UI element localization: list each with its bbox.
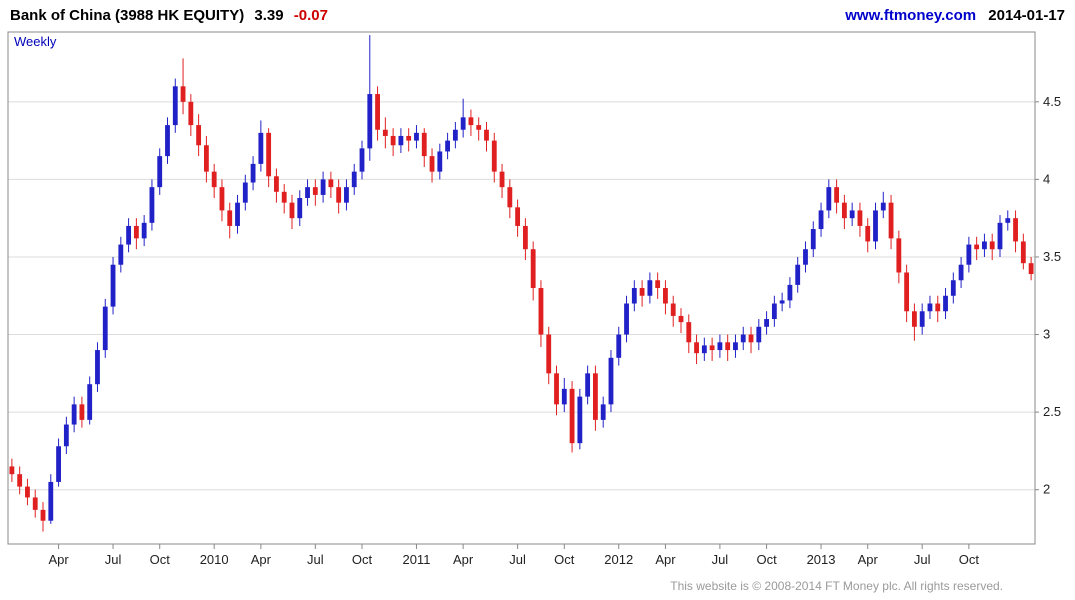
svg-text:2012: 2012 bbox=[604, 552, 633, 567]
svg-text:2011: 2011 bbox=[402, 552, 430, 567]
chart-date: 2014-01-17 bbox=[988, 6, 1065, 24]
svg-text:Apr: Apr bbox=[251, 552, 272, 567]
frequency-label: Weekly bbox=[14, 34, 57, 49]
last-price: 3.39 bbox=[254, 6, 284, 24]
svg-text:4: 4 bbox=[1043, 171, 1050, 186]
svg-text:Jul: Jul bbox=[914, 552, 931, 567]
svg-text:Jul: Jul bbox=[307, 552, 324, 567]
copyright-bar: This website is © 2008-2014 FT Money plc… bbox=[0, 575, 1075, 600]
chart-header: Bank of China (3988 HK EQUITY) 3.39 -0.0… bbox=[0, 0, 1075, 30]
price-change: -0.07 bbox=[293, 6, 328, 24]
svg-text:Oct: Oct bbox=[554, 552, 575, 567]
svg-text:2010: 2010 bbox=[200, 552, 229, 567]
instrument-title: Bank of China (3988 HK EQUITY) 3.39 -0.0… bbox=[10, 7, 328, 24]
svg-text:3: 3 bbox=[1043, 327, 1050, 342]
ftmoney-link[interactable]: www.ftmoney.com bbox=[845, 6, 977, 24]
svg-text:Apr: Apr bbox=[453, 552, 474, 567]
svg-text:Oct: Oct bbox=[756, 552, 777, 567]
candlestick-chart-svg: 2 2.5 3 3.5 4 4.5 Apr Jul Oct 2010 Apr Jul Oct 2011 Ap… bbox=[7, 31, 1061, 567]
copyright-text: This website is © 2008-2014 FT Money plc… bbox=[670, 579, 1003, 593]
svg-text:4.5: 4.5 bbox=[1043, 94, 1061, 109]
svg-text:Oct: Oct bbox=[352, 552, 373, 567]
svg-text:Jul: Jul bbox=[712, 552, 729, 567]
svg-text:Oct: Oct bbox=[959, 552, 980, 567]
price-chart: 2 2.5 3 3.5 4 4.5 Apr Jul Oct 2010 Apr Jul Oct 2011 Ap… bbox=[0, 30, 1075, 575]
svg-text:Apr: Apr bbox=[48, 552, 69, 567]
svg-text:2.5: 2.5 bbox=[1043, 404, 1061, 419]
svg-text:Jul: Jul bbox=[509, 552, 526, 567]
instrument-name: Bank of China (3988 HK EQUITY) bbox=[10, 6, 245, 24]
svg-text:2: 2 bbox=[1043, 482, 1050, 497]
svg-text:2013: 2013 bbox=[807, 552, 836, 567]
svg-text:Jul: Jul bbox=[105, 552, 122, 567]
svg-text:Oct: Oct bbox=[150, 552, 171, 567]
svg-text:Apr: Apr bbox=[655, 552, 676, 567]
svg-text:3.5: 3.5 bbox=[1043, 249, 1061, 264]
header-right: www.ftmoney.com 2014-01-17 bbox=[845, 7, 1065, 24]
svg-text:Apr: Apr bbox=[858, 552, 879, 567]
